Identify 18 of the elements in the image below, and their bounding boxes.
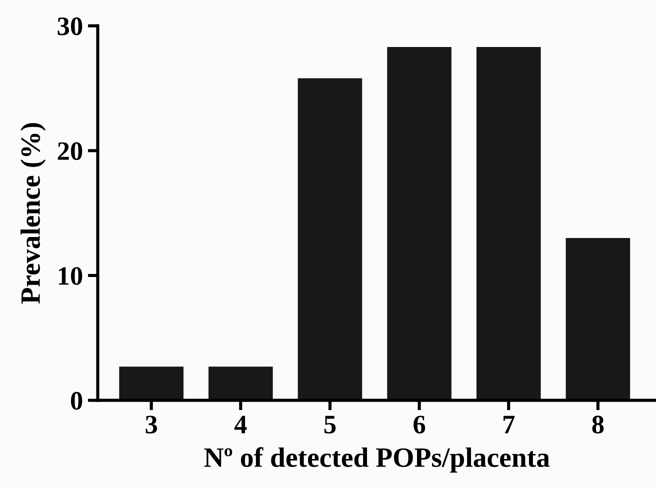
x-tick-label: 3 — [146, 416, 158, 434]
y-tick-label: 0 — [70, 392, 82, 410]
x-axis-title: Nº of detected POPs/placenta — [204, 447, 550, 473]
y-tick-label: 20 — [58, 142, 82, 160]
x-tick-label: 7 — [504, 416, 515, 434]
x-tick-label: 5 — [324, 416, 336, 434]
y-tick-label: 30 — [58, 17, 82, 36]
x-tick-label: 4 — [234, 416, 247, 434]
bar — [387, 47, 452, 400]
bar — [208, 366, 273, 400]
y-axis-title: Prevalence (%) — [20, 123, 46, 304]
x-tick-label: 6 — [414, 416, 426, 434]
bar — [119, 366, 184, 400]
x-tick-label: 8 — [592, 416, 604, 434]
bar — [298, 78, 362, 400]
bar — [476, 47, 541, 400]
y-tick-label: 10 — [58, 267, 82, 285]
bar — [566, 238, 630, 400]
